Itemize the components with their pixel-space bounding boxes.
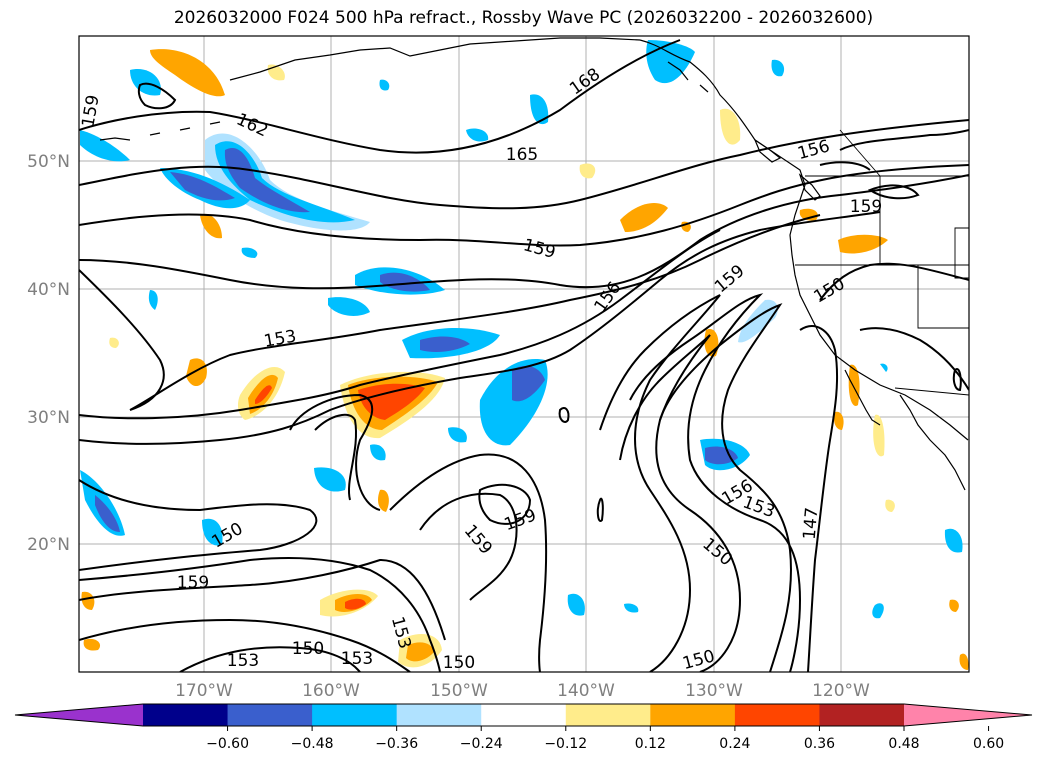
colorbar-extend-min <box>15 704 143 726</box>
colorbar-tick-label: 0.12 <box>635 736 666 752</box>
lat-label-30n: 30°N <box>27 408 70 428</box>
colorbar-segment <box>481 704 567 726</box>
borders <box>795 129 969 396</box>
contour-label-147: 147 <box>800 507 823 541</box>
colorbar-tick-label: −0.24 <box>460 736 503 752</box>
contour-label-150-south1: 150 <box>292 639 324 659</box>
colorbar-segment <box>650 704 736 726</box>
contour-label-159-coast: 159 <box>850 197 882 217</box>
colorbar-segment <box>227 704 313 726</box>
colorbar: −0.60 −0.48 −0.36 −0.24 −0.12 0.12 0.24 0.36 0.4… <box>14 703 1033 752</box>
lon-label-150w: 150°W <box>430 681 488 701</box>
colorbar-tick-label: −0.12 <box>544 736 587 752</box>
colorbar-extend-max <box>904 704 1032 726</box>
colorbar-segment <box>396 704 482 726</box>
lat-label-20n: 20°N <box>27 535 70 555</box>
coastlines <box>99 37 969 491</box>
colorbar-tick-label: −0.60 <box>206 736 249 752</box>
positive-anomaly-areas <box>81 49 969 670</box>
contour-label-153-south2: 153 <box>341 649 373 669</box>
negative-anomaly-areas <box>80 40 963 619</box>
lon-label-140w: 140°W <box>557 681 615 701</box>
colorbar-tick-label: 0.48 <box>888 736 919 752</box>
contour-label-150-south2: 150 <box>443 653 475 673</box>
colorbar-segment <box>143 704 229 726</box>
contour-label-153-south3: 153 <box>227 651 259 671</box>
colorbar-tick-label: 0.36 <box>804 736 835 752</box>
colorbar-tick-label: 0.24 <box>719 736 750 752</box>
lon-label-130w: 130°W <box>685 681 743 701</box>
map-title: 2026032000 F024 500 hPa refract., Rossby… <box>173 8 874 28</box>
colorbar-segment <box>565 704 651 726</box>
colorbar-segment <box>819 704 905 726</box>
lon-label-170w: 170°W <box>175 681 233 701</box>
lat-label-50n: 50°N <box>27 152 70 172</box>
contour-label-165: 165 <box>506 145 538 165</box>
lon-label-120w: 120°W <box>812 681 870 701</box>
contour-label-159-sw: 159 <box>177 573 209 593</box>
lon-label-160w: 160°W <box>302 681 360 701</box>
contour-lines <box>79 39 969 672</box>
longitude-labels: 170°W 160°W 150°W 140°W 130°W 120°W <box>175 681 870 701</box>
colorbar-tick-label: −0.48 <box>291 736 334 752</box>
colorbar-tick-label: 0.60 <box>973 736 1004 752</box>
latitude-labels: 50°N 40°N 30°N 20°N <box>27 152 70 555</box>
lat-label-40n: 40°N <box>27 280 70 300</box>
colorbar-tick-label: −0.36 <box>375 736 418 752</box>
colorbar-outline <box>14 703 1033 727</box>
map-frame <box>78 35 970 673</box>
colorbar-segment <box>734 704 820 726</box>
colorbar-segment <box>312 704 398 726</box>
